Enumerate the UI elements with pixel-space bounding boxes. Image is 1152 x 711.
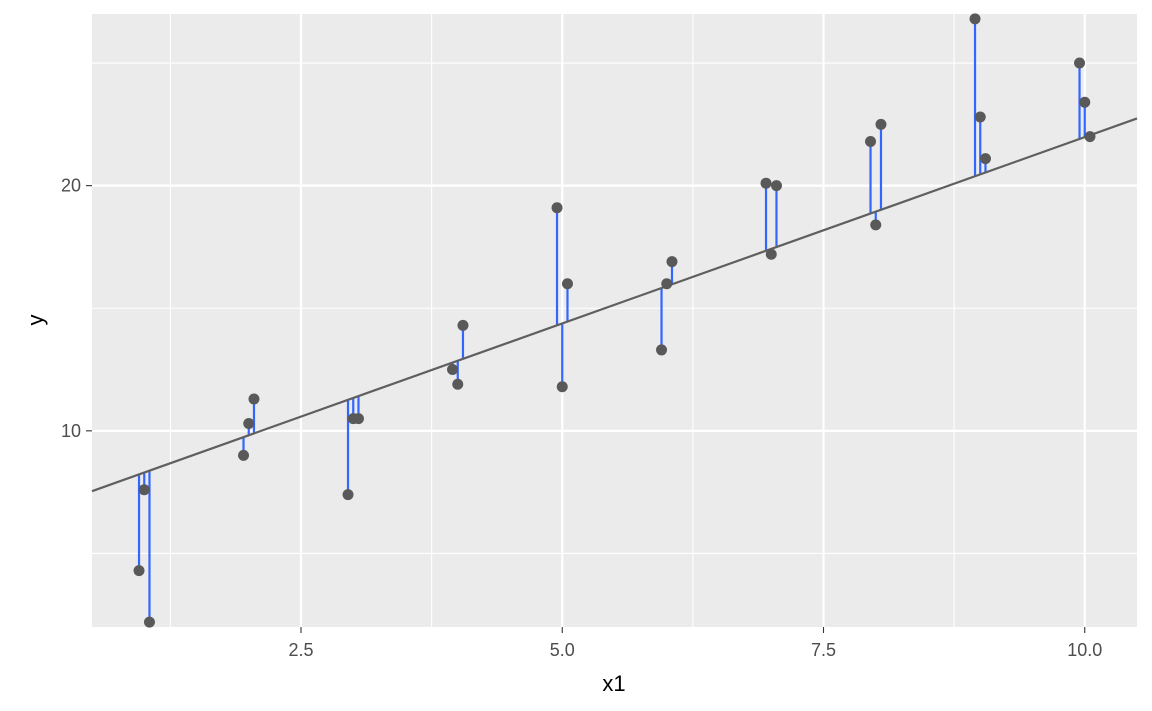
data-point-6 — [342, 489, 354, 501]
x-tick-label-1: 5.0 — [550, 640, 575, 660]
data-point-3 — [238, 449, 250, 461]
data-point-4 — [243, 417, 255, 429]
data-point-0 — [133, 565, 145, 577]
panel-background — [92, 14, 1137, 627]
data-point-27 — [1074, 57, 1086, 69]
data-point-2 — [143, 616, 155, 628]
data-point-21 — [865, 136, 877, 148]
y-axis-ticks: 10 20 — [61, 176, 92, 441]
data-point-23 — [875, 118, 887, 130]
y-tick-label-1: 20 — [61, 176, 81, 196]
data-point-11 — [457, 319, 469, 331]
data-point-24 — [969, 13, 981, 25]
minor-gridlines — [92, 14, 1137, 627]
y-axis-title: y — [23, 315, 48, 326]
data-point-20 — [770, 180, 782, 192]
x-tick-label-3: 10.0 — [1067, 640, 1102, 660]
x-axis-ticks: 2.5 5.0 7.5 10.0 — [288, 627, 1102, 660]
data-point-15 — [656, 344, 668, 356]
data-point-17 — [666, 256, 678, 268]
data-point-13 — [556, 381, 568, 393]
data-point-29 — [1084, 131, 1096, 143]
data-point-16 — [661, 278, 673, 290]
data-point-19 — [765, 248, 777, 260]
data-point-22 — [870, 219, 882, 231]
data-point-26 — [979, 153, 991, 165]
data-point-5 — [248, 393, 260, 405]
data-point-1 — [138, 484, 150, 496]
data-point-8 — [352, 413, 364, 425]
data-point-18 — [760, 177, 772, 189]
data-point-10 — [452, 378, 464, 390]
data-point-12 — [551, 202, 563, 214]
x-tick-label-2: 7.5 — [811, 640, 836, 660]
data-point-25 — [974, 111, 986, 123]
data-point-9 — [447, 364, 459, 376]
data-point-28 — [1079, 96, 1091, 108]
x-axis-title: x1 — [602, 671, 625, 696]
regression-line — [91, 117, 1138, 493]
data-point-14 — [561, 278, 573, 290]
y-tick-label-0: 10 — [61, 421, 81, 441]
x-tick-label-0: 2.5 — [288, 640, 313, 660]
data-points — [133, 13, 1096, 628]
regression-line-group — [91, 117, 1138, 493]
